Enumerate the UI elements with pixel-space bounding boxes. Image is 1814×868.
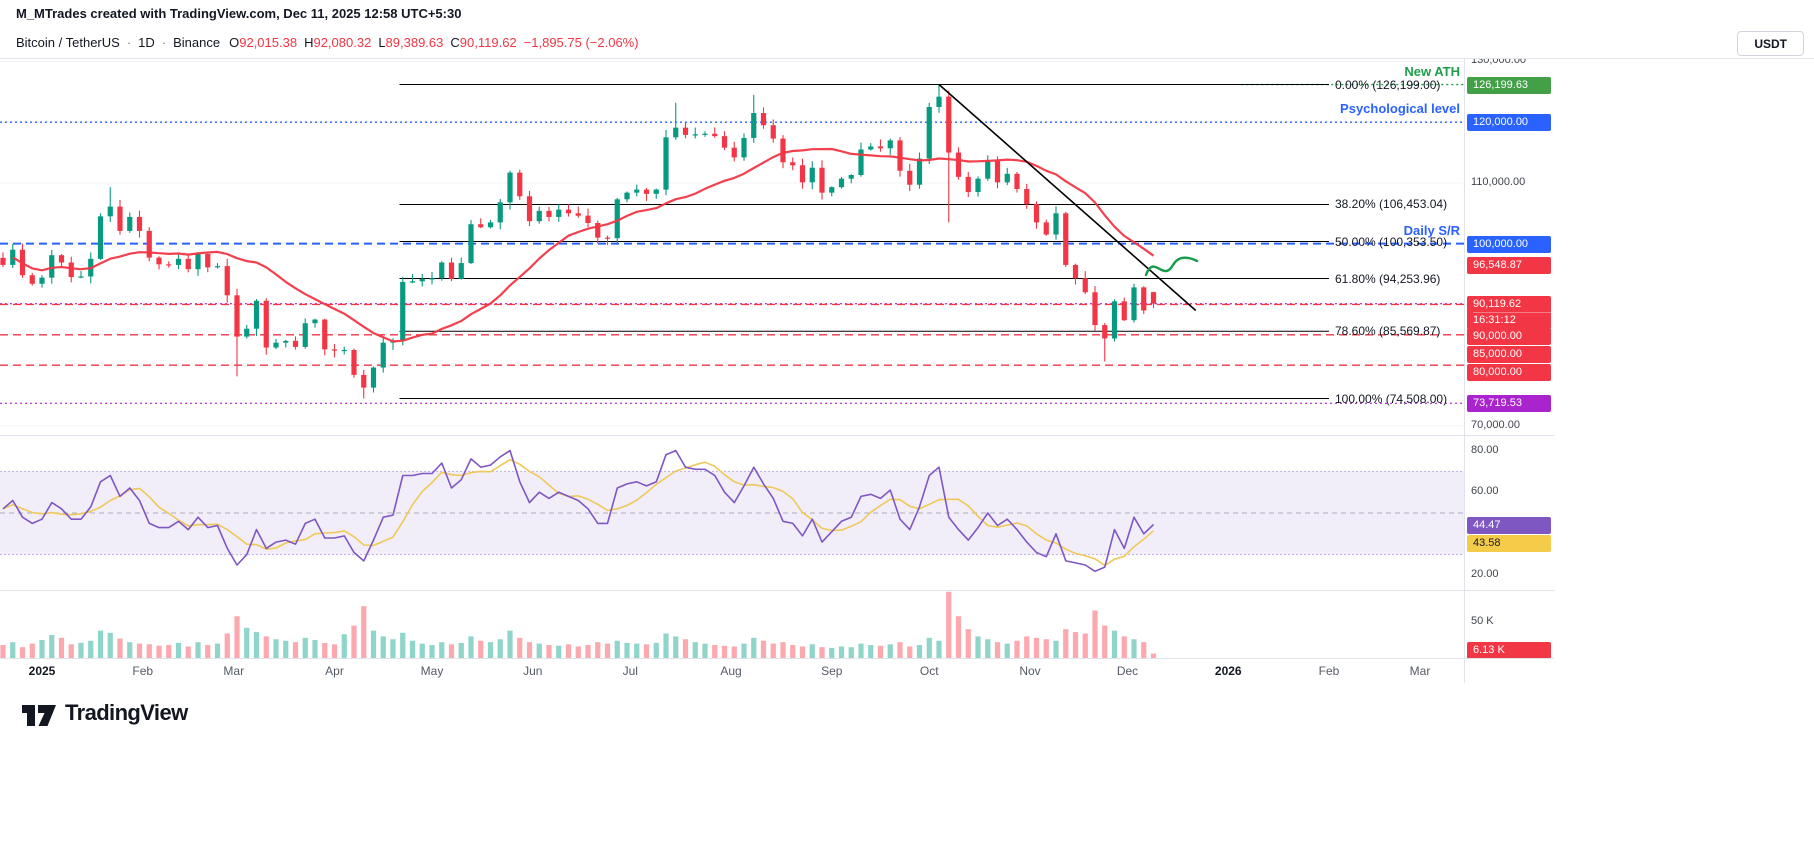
time-axis-label-mar: Mar [1409, 664, 1431, 678]
time-axis-label-2025: 2025 [28, 664, 56, 678]
time-axis-label-oct: Oct [919, 664, 939, 678]
open-letter: O [229, 35, 240, 50]
price-axis-label: 110,000.00 [1471, 175, 1526, 188]
currency-toggle-button[interactable]: USDT [1737, 31, 1804, 56]
time-axis-label-feb: Feb [1318, 664, 1340, 678]
rsi-badge: 44.47 [1467, 516, 1551, 534]
high-value: 92,080.32 [313, 35, 372, 50]
ohlc-close: C90,119.62 [450, 35, 516, 50]
rsi-axis-label: 20.00 [1471, 568, 1499, 581]
annotation-psychological-level: Psychological level [1340, 101, 1460, 117]
price-rsi-volume-canvas[interactable] [0, 59, 1464, 683]
fib-level-label: 100.00% (74,508.00) [1335, 391, 1448, 406]
symbol-title[interactable]: Bitcoin / TetherUS [16, 35, 120, 50]
price-badge: 80,000.00 [1467, 363, 1551, 381]
exchange-name[interactable]: Binance [173, 35, 221, 50]
time-axis-label-sep: Sep [821, 664, 843, 678]
price-badge: 85,000.00 [1467, 345, 1551, 363]
rsi-badge: 43.58 [1467, 534, 1551, 552]
rsi-axis-label: 60.00 [1471, 485, 1499, 498]
annotation-daily-s-r: Daily S/R [1403, 222, 1460, 238]
time-axis-label-apr: Apr [325, 664, 344, 678]
axis-vertical-divider [1464, 59, 1465, 683]
tradingview-logo[interactable]: TradingView [22, 700, 188, 726]
fib-level-label: 50.00% (100,353.50) [1335, 234, 1448, 249]
watermark-text: M_MTrades created with TradingView.com, … [16, 6, 462, 21]
time-axis-label-mar: Mar [223, 664, 245, 678]
pane-divider-price-rsi[interactable] [0, 435, 1554, 436]
time-axis-label-dec: Dec [1116, 664, 1139, 678]
time-axis-label-aug: Aug [720, 664, 742, 678]
close-value: 90,119.62 [459, 35, 517, 50]
time-axis-divider [0, 658, 1554, 659]
fib-level-label: 78.60% (85,569.87) [1335, 324, 1441, 339]
price-badge: 90,119.62 16:31:12 [1467, 295, 1551, 329]
volume-axis-label: 50 K [1471, 615, 1494, 627]
volume-badge: 6.13 K [1467, 642, 1551, 659]
fib-level-label: 61.80% (94,253.96) [1335, 271, 1441, 286]
chart-header: Bitcoin / TetherUS · 1D · Binance O92,01… [0, 28, 1814, 59]
time-axis-label-nov: Nov [1019, 664, 1041, 678]
fib-level-label: 38.20% (106,453.04) [1335, 197, 1448, 212]
chart-area: 0.00% (126,199.00) 38.20% (106,453.04) 50.… [0, 59, 1554, 683]
open-value: 92,015.38 [239, 35, 298, 50]
bar-countdown: 16:31:12 [1473, 311, 1551, 327]
last-price: 90,119.62 [1473, 297, 1522, 310]
time-axis-label-may: May [420, 664, 444, 678]
time-axis-label-jun: Jun [523, 664, 543, 678]
price-axis-scale[interactable]: 130,000.00 110,000.00 70,000.00 126,199.63 1… [1465, 59, 1554, 683]
price-badge: 100,000.00 [1467, 235, 1551, 253]
change-value: −1,895.75 (−2.06%) [523, 35, 639, 50]
ohlc-low: L89,389.63 [378, 35, 443, 50]
price-badge: 96,548.87 [1467, 256, 1551, 274]
interval-selector[interactable]: 1D [138, 35, 155, 50]
close-letter: C [450, 35, 460, 50]
time-axis-label-feb: Feb [132, 664, 154, 678]
fib-level-label: 0.00% (126,199.00) [1335, 77, 1441, 92]
tradingview-wordmark: TradingView [65, 700, 188, 725]
price-badge: 90,000.00 [1467, 327, 1551, 345]
tradingview-logo-icon [22, 705, 56, 726]
time-axis-label-2026: 2026 [1214, 664, 1242, 678]
ohlc-high: H92,080.32 [304, 35, 371, 50]
high-letter: H [304, 35, 314, 50]
price-badge: 120,000.00 [1467, 114, 1551, 132]
price-axis-label: 130,000.00 [1471, 59, 1527, 67]
price-axis-label: 70,000.00 [1471, 418, 1520, 431]
annotation-new-ath: New ATH [1404, 63, 1460, 79]
time-axis-label-jul: Jul [622, 664, 638, 678]
low-letter: L [378, 35, 386, 50]
rsi-axis-label: 80.00 [1471, 443, 1499, 456]
header-separator: · [161, 35, 167, 50]
pane-divider-rsi-volume[interactable] [0, 590, 1554, 591]
ohlc-open: O92,015.38 [229, 35, 297, 50]
low-value: 89,389.63 [385, 35, 444, 50]
header-separator: · [126, 35, 132, 50]
price-badge: 73,719.53 [1467, 395, 1551, 413]
price-badge: 126,199.63 [1467, 76, 1551, 94]
